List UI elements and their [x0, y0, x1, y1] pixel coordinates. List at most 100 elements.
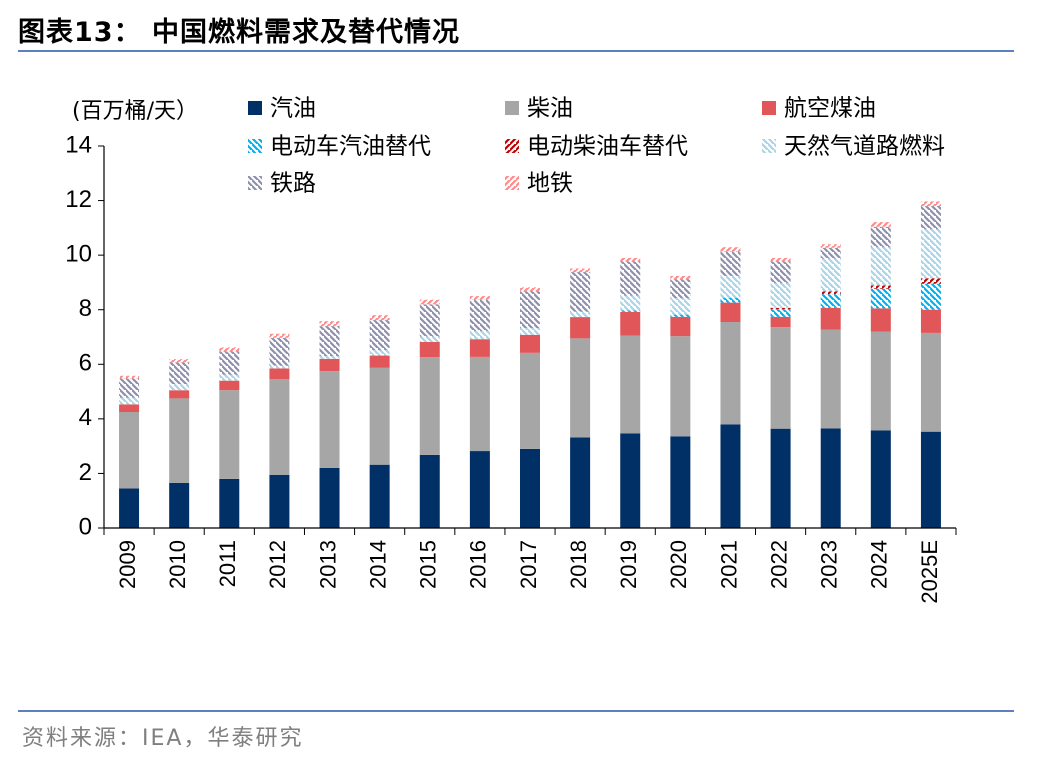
bar-jet-2010: [169, 390, 190, 399]
bar-rail-2010: [169, 362, 190, 385]
bar-natural_gas-2014: [369, 350, 390, 356]
bar-rail-2012: [269, 337, 290, 366]
bar-rail-2024: [870, 226, 891, 248]
bar-metro-2011: [219, 347, 240, 352]
legend-label-jet: 航空煤油: [784, 96, 876, 122]
bar-jet-2013: [319, 358, 340, 372]
bar-jet-2021: [720, 302, 741, 322]
x-tick-label: 2019: [616, 540, 641, 589]
bar-rail-2022: [770, 261, 791, 284]
bar-ev_gasoline-2023: [820, 294, 841, 308]
bar-metro-2010: [169, 359, 190, 363]
bar-rail-2011: [219, 351, 240, 375]
bar-natural_gas-2012: [269, 365, 290, 369]
bar-rail-2014: [369, 320, 390, 351]
legend-swatch-metro: [505, 176, 519, 190]
bar-metro-2023: [820, 244, 841, 248]
bar-rail-2016: [469, 299, 490, 331]
bar-ev_diesel-2024: [870, 285, 891, 289]
x-tick-label: 2012: [265, 540, 290, 589]
bar-diesel-2023: [820, 329, 841, 429]
bar-jet-2015: [419, 341, 440, 358]
bar-ev_gasoline-2022: [770, 309, 791, 317]
legend-label-ev_gasoline: 电动车汽油替代: [270, 134, 431, 160]
bar-metro-2018: [570, 268, 591, 273]
x-tick-label: 2011: [215, 540, 240, 587]
bar-natural_gas-2023: [820, 258, 841, 292]
bar-metro-2012: [269, 333, 290, 338]
bar-metro-2015: [419, 299, 440, 305]
bar-diesel-2025E: [920, 332, 941, 432]
bar-gasoline-2013: [319, 467, 340, 528]
legend-swatch-rail: [248, 176, 262, 190]
y-tick-label: 10: [65, 240, 92, 267]
bar-jet-2019: [620, 311, 641, 336]
bar-jet-2024: [870, 308, 891, 332]
bar-gasoline-2015: [419, 454, 440, 528]
bar-metro-2024: [870, 222, 891, 227]
legend-label-rail: 铁路: [270, 171, 316, 197]
bar-natural_gas-2013: [319, 356, 340, 359]
bar-metro-2021: [720, 247, 741, 252]
legend-swatch-jet: [762, 101, 776, 115]
bar-metro-2016: [469, 296, 490, 300]
x-tick-label: 2024: [867, 540, 892, 589]
source-rule: [18, 710, 1014, 712]
bar-gasoline-2023: [820, 428, 841, 528]
y-tick-label: 12: [65, 186, 92, 213]
bar-natural_gas-2025E: [920, 229, 941, 279]
bar-metro-2009: [119, 375, 140, 379]
bar-jet-2017: [520, 334, 540, 353]
bar-jet-2014: [369, 355, 390, 368]
legend-swatch-ev_gasoline: [248, 139, 262, 153]
chart: 2009 2010 2011 2012 2013 2014 2015 2016 2017 2018…: [65, 96, 957, 604]
bar-rail-2020: [670, 279, 691, 299]
bar-diesel-2010: [169, 398, 190, 483]
x-tick-label: 2015: [416, 540, 441, 589]
bar-jet-2012: [269, 368, 290, 380]
legend-swatch-ev_diesel: [505, 139, 519, 153]
y-tick-label: 14: [65, 131, 92, 158]
bar-ev_gasoline-2020: [670, 314, 691, 317]
x-tick-label: 2025E: [917, 540, 942, 604]
bar-rail-2017: [520, 291, 540, 328]
bar-jet-2011: [219, 380, 240, 391]
bar-natural_gas-2024: [870, 247, 891, 286]
bar-diesel-2019: [620, 335, 641, 434]
bar-gasoline-2018: [570, 437, 591, 528]
y-tick-label: 8: [79, 295, 92, 322]
bar-gasoline-2022: [770, 428, 791, 528]
bar-natural_gas-2017: [520, 327, 540, 335]
y-tick-label: 2: [79, 459, 92, 486]
legend-swatch-gasoline: [248, 101, 262, 115]
page-title: 图表13： 中国燃料需求及替代情况: [18, 17, 460, 48]
axes: 2009 2010 2011 2012 2013 2014 2015 2016 2017 2018…: [65, 131, 957, 604]
source-note: 资料来源：IEA，华泰研究: [22, 726, 304, 751]
bar-ev_diesel-2023: [820, 291, 841, 295]
bar-metro-2020: [670, 275, 691, 280]
bar-jet-2022: [770, 316, 791, 328]
x-tick-label: 2014: [365, 540, 390, 589]
plot-area: [119, 201, 941, 528]
legend-swatch-diesel: [505, 101, 519, 115]
bar-ev_gasoline-2019: [620, 310, 641, 312]
bar-ev_diesel-2025E: [920, 278, 941, 284]
bar-natural_gas-2010: [169, 384, 190, 391]
bar-rail-2021: [720, 251, 741, 276]
bar-gasoline-2024: [870, 430, 891, 528]
bar-diesel-2024: [870, 331, 891, 431]
bar-gasoline-2017: [520, 448, 540, 528]
bar-natural_gas-2019: [620, 295, 641, 311]
bar-natural_gas-2011: [219, 374, 240, 381]
x-tick-label: 2023: [817, 540, 842, 589]
bar-rail-2015: [419, 304, 440, 337]
bar-rail-2019: [620, 261, 641, 296]
bar-diesel-2012: [269, 379, 290, 475]
bar-natural_gas-2015: [419, 336, 440, 342]
bar-metro-2019: [620, 257, 641, 262]
x-tick-label: 2018: [566, 540, 591, 589]
bar-jet-2023: [820, 307, 841, 330]
y-axis-label: (百万桶/天）: [72, 99, 198, 124]
bar-rail-2018: [570, 272, 591, 312]
